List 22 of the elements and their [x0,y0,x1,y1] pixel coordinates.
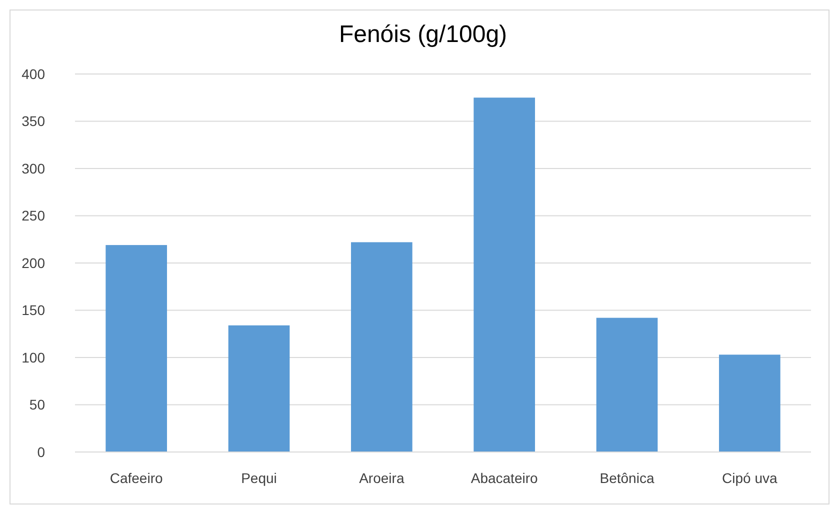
y-tick-label: 350 [22,113,46,130]
x-tick-label: Betônica [600,470,654,486]
x-tick-label: Pequi [241,470,277,486]
bar [719,354,780,452]
chart-title: Fenóis (g/100g) [338,21,508,48]
bar [228,325,290,452]
y-tick-label: 400 [22,66,46,82]
y-tick-label: 200 [22,254,46,271]
y-tick-label: 0 [37,444,46,460]
x-tick-label: Cipó uva [722,470,778,486]
x-tick-label: Aroeira [359,470,404,486]
bar [474,98,535,452]
bar [596,318,658,452]
y-tick-label: 150 [22,302,46,318]
x-tick-label: Abacateiro [470,470,538,486]
bar [351,242,412,452]
bar [106,245,167,452]
y-tick-label: 50 [29,396,46,413]
y-tick-label: 100 [22,349,46,366]
y-tick-label: 300 [22,160,46,176]
x-tick-label: Cafeeiro [110,470,164,486]
y-tick-label: 250 [22,208,46,224]
